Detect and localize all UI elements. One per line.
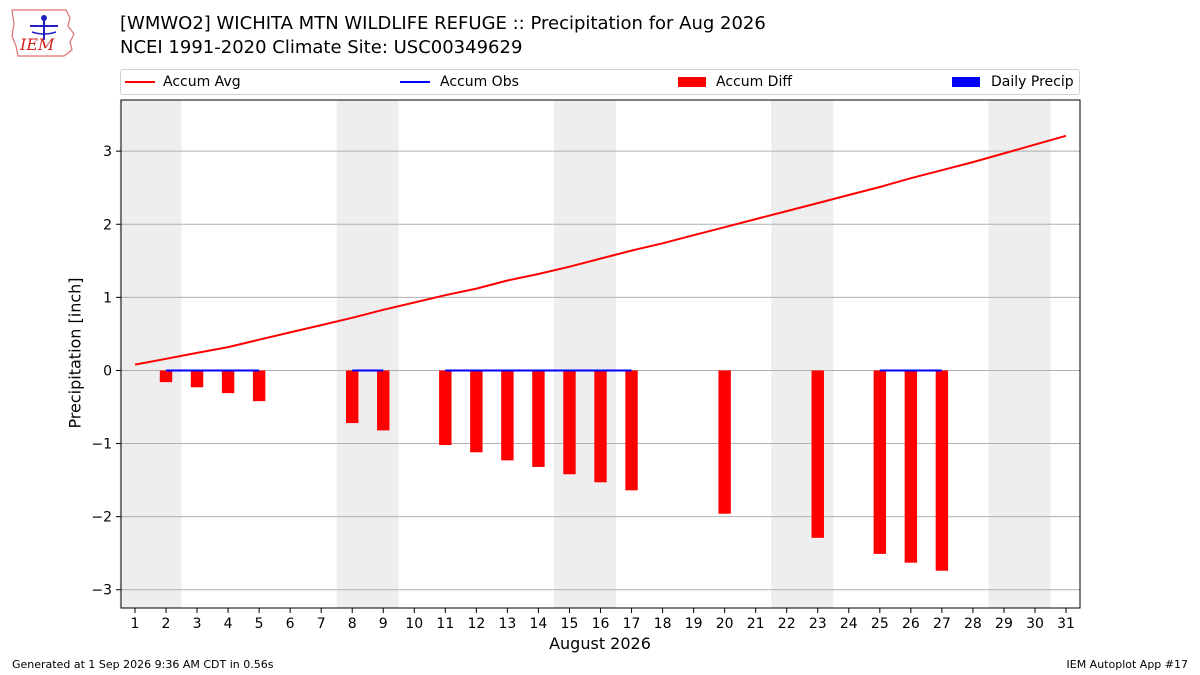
app-id-label: IEM Autoplot App #17 bbox=[1066, 658, 1189, 671]
x-tick-label: 17 bbox=[623, 616, 641, 632]
x-tick-label: 7 bbox=[317, 616, 326, 632]
accum-diff-bar bbox=[501, 370, 514, 461]
x-tick-label: 12 bbox=[467, 616, 485, 632]
accum-diff-bar bbox=[252, 370, 266, 402]
accum-diff-bar bbox=[346, 370, 359, 424]
y-tick-label: 3 bbox=[103, 144, 112, 160]
accum-avg-line bbox=[134, 134, 1067, 366]
generated-timestamp: Generated at 1 Sep 2026 9:36 AM CDT in 0… bbox=[12, 658, 274, 671]
x-tick-label: 31 bbox=[1057, 616, 1075, 632]
y-tick-label: −1 bbox=[91, 437, 112, 453]
legend-swatch-accum-obs bbox=[400, 81, 430, 83]
x-tick-label: 4 bbox=[224, 616, 233, 632]
accum-diff-bar bbox=[625, 370, 638, 491]
x-tick-label: 1 bbox=[131, 616, 140, 632]
accum-diff-bar bbox=[221, 370, 235, 394]
y-tick-label: −2 bbox=[91, 510, 112, 526]
iem-map-icon: IEM bbox=[11, 9, 75, 57]
x-tick-label: 11 bbox=[436, 616, 454, 632]
x-tick-label: 13 bbox=[498, 616, 516, 632]
x-tick-label: 2 bbox=[162, 616, 171, 632]
legend-label-accum-obs: Accum Obs bbox=[440, 74, 519, 90]
accum-diff-bar bbox=[190, 370, 204, 388]
accum-diff-bar bbox=[811, 370, 824, 538]
x-tick-label: 19 bbox=[685, 616, 703, 632]
accum-diff-bar bbox=[159, 370, 173, 383]
legend-label-accum-diff: Accum Diff bbox=[716, 74, 793, 90]
y-tick-label: 2 bbox=[103, 217, 112, 233]
x-tick-label: 21 bbox=[747, 616, 765, 632]
chart-title: [WMWO2] WICHITA MTN WILDLIFE REFUGE :: P… bbox=[120, 13, 766, 34]
accum-diff-bar bbox=[904, 370, 918, 563]
accum-diff-bar bbox=[873, 370, 887, 554]
legend-swatch-accum-avg bbox=[125, 81, 155, 83]
x-tick-label: 16 bbox=[592, 616, 610, 632]
legend-label-daily-precip: Daily Precip bbox=[991, 74, 1074, 90]
x-tick-label: 29 bbox=[995, 616, 1013, 632]
x-tick-label: 5 bbox=[255, 616, 264, 632]
x-tick-label: 6 bbox=[286, 616, 295, 632]
chart-legend: Accum Avg Accum Obs Accum Diff Daily Pre… bbox=[120, 69, 1080, 95]
accum-diff-bar bbox=[935, 370, 949, 571]
accum-diff-bar bbox=[532, 370, 545, 467]
weekend-shade bbox=[336, 100, 399, 608]
x-tick-label: 30 bbox=[1026, 616, 1044, 632]
y-axis-label: Precipitation [inch] bbox=[65, 277, 85, 429]
accum-diff-bar bbox=[594, 370, 607, 483]
x-tick-label: 27 bbox=[933, 616, 951, 632]
x-tick-label: 23 bbox=[809, 616, 827, 632]
x-tick-label: 22 bbox=[778, 616, 796, 632]
x-tick-label: 26 bbox=[902, 616, 920, 632]
svg-text:IEM: IEM bbox=[19, 35, 55, 54]
x-tick-label: 14 bbox=[530, 616, 548, 632]
y-tick-label: 1 bbox=[103, 290, 112, 306]
x-tick-label: 20 bbox=[716, 616, 734, 632]
x-tick-label: 9 bbox=[379, 616, 388, 632]
accum-diff-bar bbox=[377, 370, 390, 431]
accum-diff-bar bbox=[470, 370, 483, 453]
x-axis-label: August 2026 bbox=[549, 634, 651, 653]
weekend-shade bbox=[988, 100, 1051, 608]
y-tick-label: 0 bbox=[103, 363, 112, 379]
accum-diff-bar bbox=[563, 370, 576, 475]
x-tick-label: 15 bbox=[561, 616, 579, 632]
x-tick-label: 3 bbox=[193, 616, 202, 632]
y-tick-label: −3 bbox=[91, 583, 112, 599]
iem-logo: IEM bbox=[8, 6, 80, 58]
x-tick-label: 18 bbox=[654, 616, 672, 632]
legend-swatch-daily-precip bbox=[952, 77, 980, 87]
x-tick-label: 28 bbox=[964, 616, 982, 632]
x-tick-label: 10 bbox=[405, 616, 423, 632]
x-tick-label: 25 bbox=[871, 616, 889, 632]
weekend-shade bbox=[553, 100, 617, 608]
chart-title-block: [WMWO2] WICHITA MTN WILDLIFE REFUGE :: P… bbox=[120, 12, 766, 60]
x-tick-label: 8 bbox=[348, 616, 357, 632]
weekend-shade bbox=[119, 100, 182, 608]
legend-swatch-accum-diff bbox=[678, 77, 706, 87]
accum-diff-bar bbox=[439, 370, 452, 446]
legend-label-accum-avg: Accum Avg bbox=[163, 74, 241, 90]
accum-diff-bar bbox=[718, 370, 731, 514]
x-tick-label: 24 bbox=[840, 616, 858, 632]
chart-subtitle: NCEI 1991-2020 Climate Site: USC00349629 bbox=[120, 37, 523, 58]
